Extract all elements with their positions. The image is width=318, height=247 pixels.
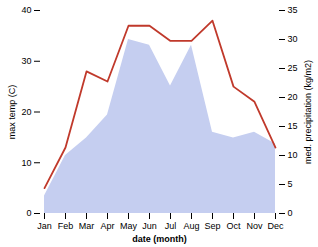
svg-text:Jun: Jun: [142, 221, 157, 231]
svg-text:10: 10: [288, 150, 298, 160]
svg-text:Sep: Sep: [204, 221, 220, 231]
svg-text:Jan: Jan: [37, 221, 52, 231]
svg-text:15: 15: [288, 121, 298, 131]
svg-text:max temp (C): max temp (C): [7, 85, 17, 140]
svg-text:May: May: [120, 221, 138, 231]
svg-text:Apr: Apr: [100, 221, 114, 231]
svg-text:25: 25: [288, 63, 298, 73]
svg-text:0: 0: [288, 208, 293, 218]
svg-text:Oct: Oct: [226, 221, 241, 231]
svg-text:5: 5: [288, 179, 293, 189]
svg-text:40: 40: [21, 5, 31, 15]
svg-text:10: 10: [21, 158, 31, 168]
svg-text:Feb: Feb: [58, 221, 74, 231]
svg-text:Aug: Aug: [183, 221, 199, 231]
svg-text:30: 30: [21, 56, 31, 66]
svg-text:Dec: Dec: [267, 221, 284, 231]
svg-text:Jul: Jul: [165, 221, 177, 231]
svg-text:Mar: Mar: [79, 221, 95, 231]
svg-text:20: 20: [21, 107, 31, 117]
svg-text:35: 35: [288, 5, 298, 15]
svg-text:0: 0: [26, 208, 31, 218]
svg-text:30: 30: [288, 34, 298, 44]
svg-text:20: 20: [288, 92, 298, 102]
svg-text:med. precipitation (kg/m2): med. precipitation (kg/m2): [303, 60, 313, 164]
svg-text:Nov: Nov: [246, 221, 263, 231]
svg-text:date (month): date (month): [132, 234, 187, 244]
